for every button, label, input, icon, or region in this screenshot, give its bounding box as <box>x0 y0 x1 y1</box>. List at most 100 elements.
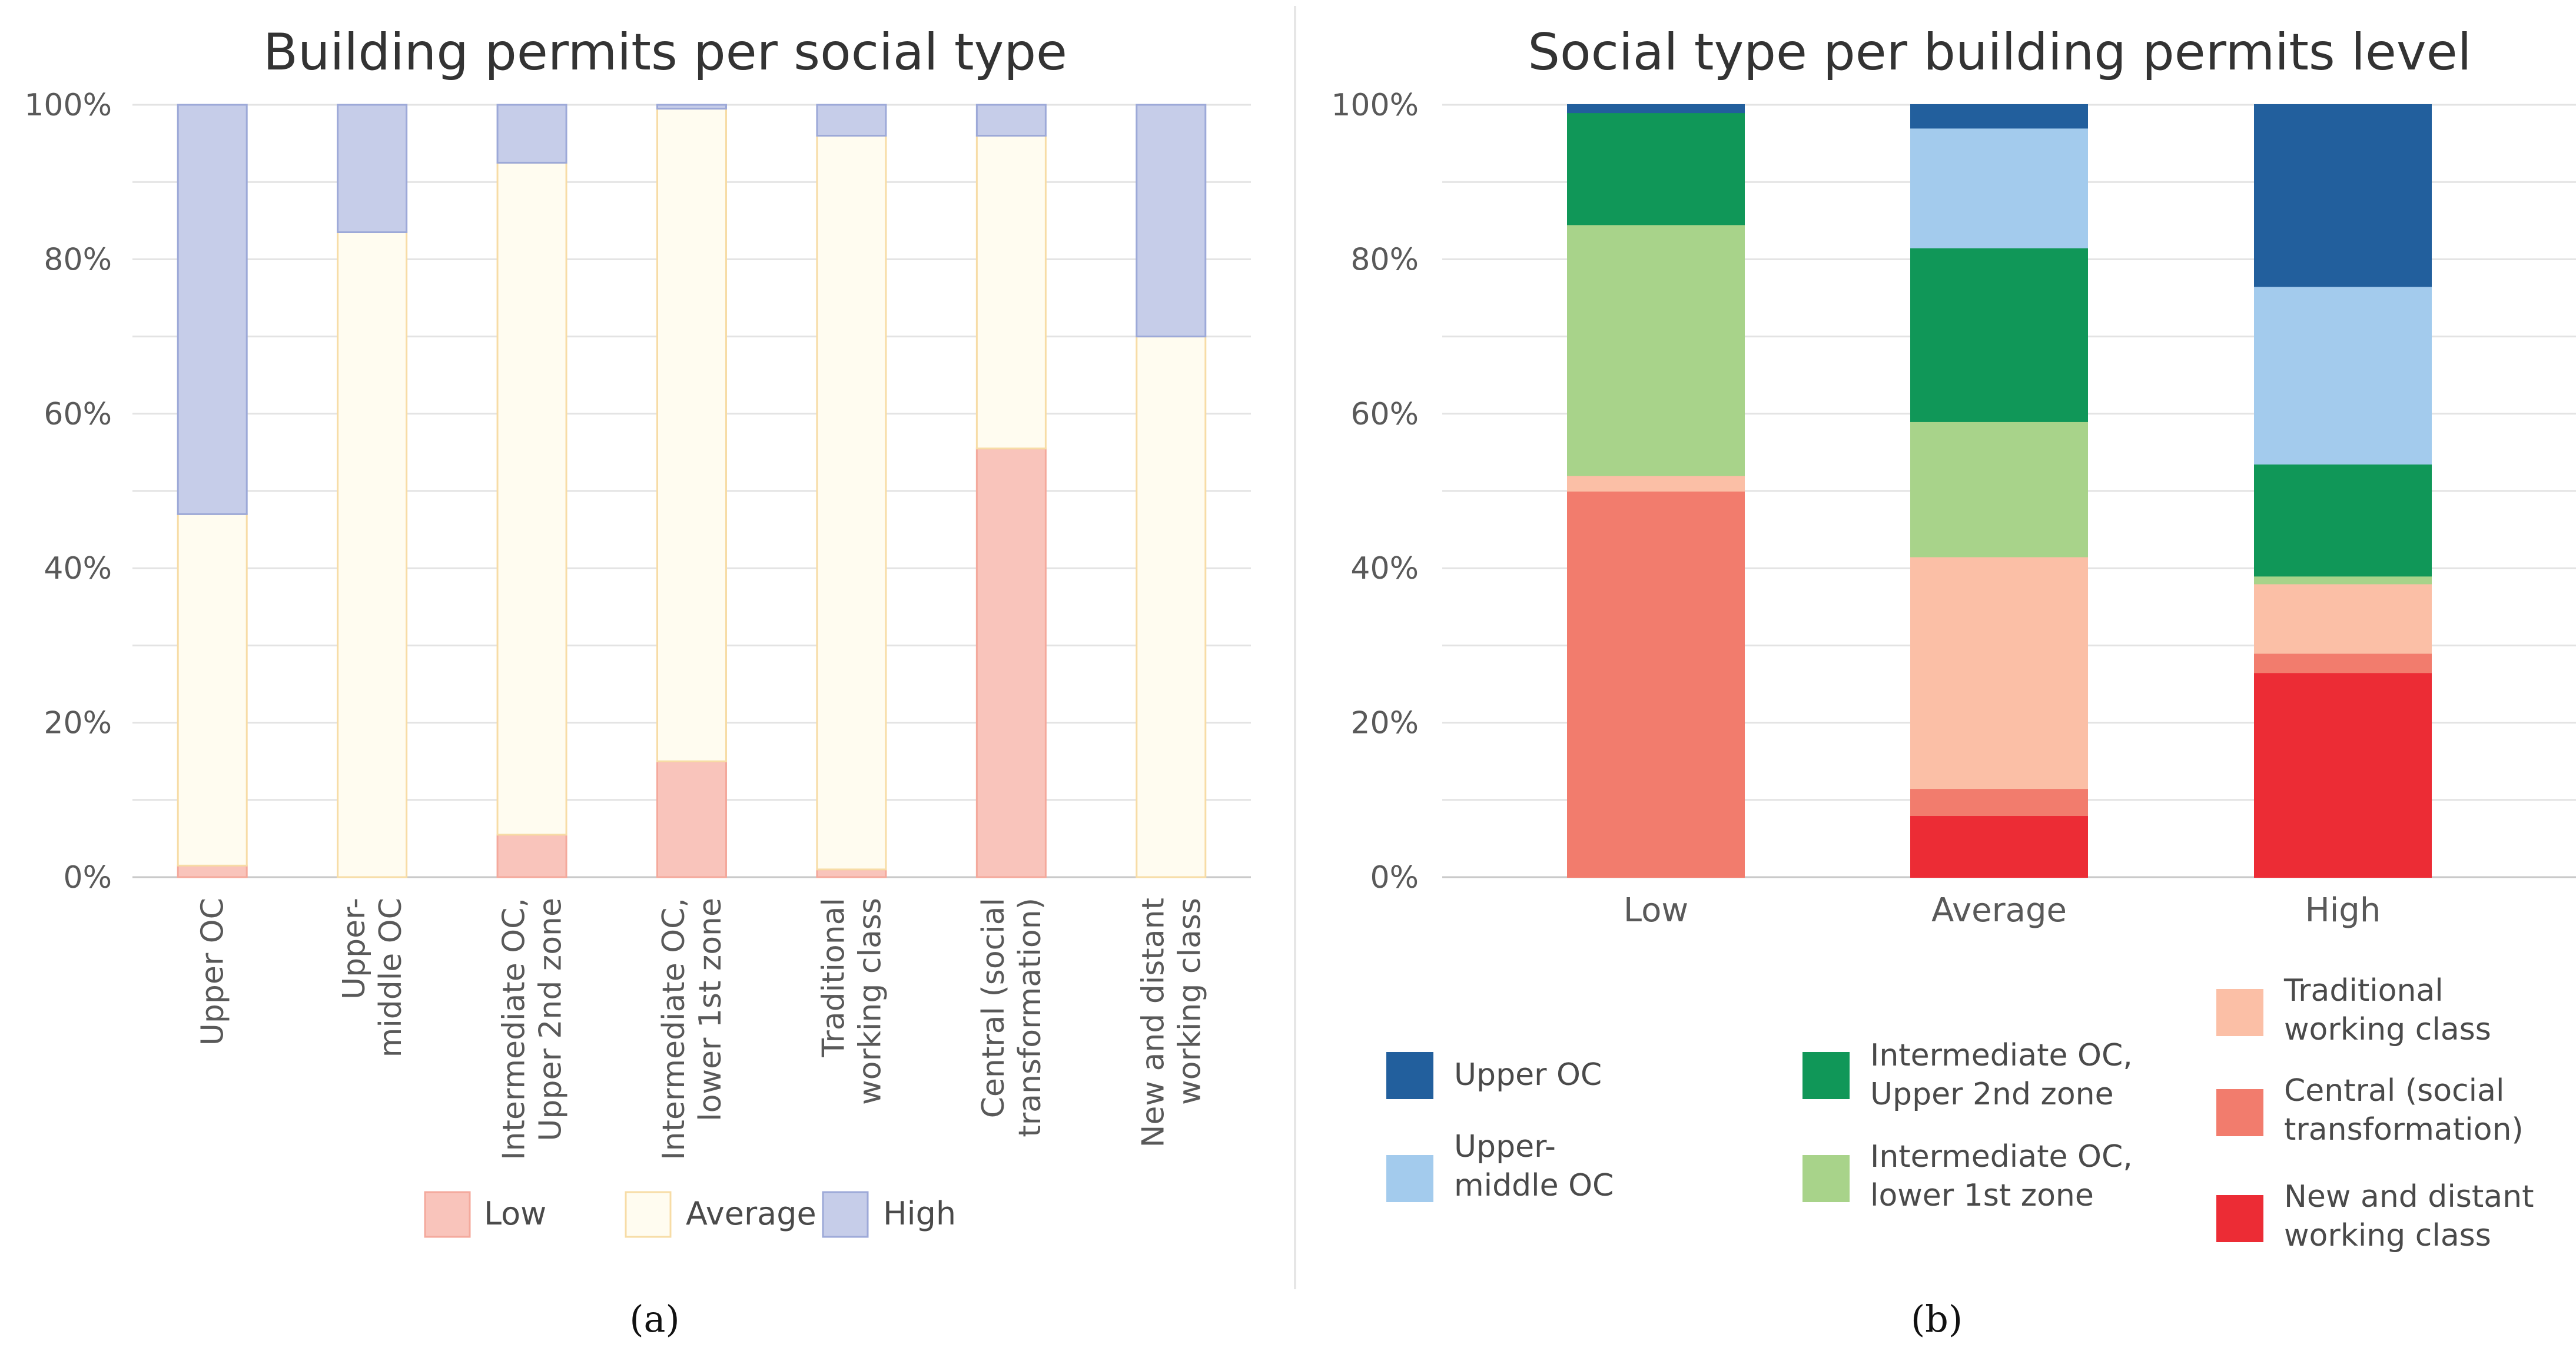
bar-average-6 <box>975 134 1047 450</box>
bar-high-1 <box>177 104 248 515</box>
legend-label-intermediate-oc-lower-1st-zone: Intermediate OC, lower 1st zone <box>1870 1139 2133 1213</box>
bar-average-3 <box>496 161 567 836</box>
bar-new-and-distant-working-class-high <box>2254 672 2432 878</box>
legend-label-traditional-working-class: Traditional working class <box>2283 973 2491 1047</box>
chart-b-category-label: Average <box>1931 891 2067 930</box>
chart-a-category-label-line: middle OC <box>373 898 409 1057</box>
bar-low-3 <box>496 834 567 878</box>
legend-label-line: Upper- <box>1454 1129 1556 1164</box>
chart-a-category-label-line: Upper OC <box>195 898 231 1046</box>
legend-label-intermediate-oc-upper-2nd-zone: Intermediate OC, Upper 2nd zone <box>1870 1038 2133 1112</box>
chart-b-caption: (b) <box>1911 1297 1963 1340</box>
bar-high-4 <box>656 104 727 110</box>
bar-intermediate-oc-lower-1st-zone-low <box>1567 224 1745 476</box>
chart-b-y-tick-label: 20% <box>1350 706 1419 741</box>
chart-a-category-label-line: New and distant <box>1136 898 1171 1147</box>
legend-label-upper-oc: Upper OC <box>1454 1057 1602 1093</box>
bar-high-7 <box>1136 104 1207 338</box>
chart-b-category-label: High <box>2305 891 2381 930</box>
chart-b-y-tick-label: 60% <box>1350 397 1419 432</box>
chart-b-y-tick-label: 40% <box>1350 551 1419 586</box>
bar-average-7 <box>1136 336 1207 878</box>
legend-label-central-social-transformation-: Central (social transformation) <box>2284 1073 2524 1147</box>
legend-swatch-intermediate-oc-lower-1st-zone <box>1802 1155 1850 1202</box>
chart-a-category-label: Intermediate OC,Upper 2nd zone <box>497 898 569 1160</box>
chart-a-y-tick-label: 0% <box>64 860 112 895</box>
chart-b-category-label: Low <box>1624 891 1688 930</box>
chart-a-y-tick-label: 100% <box>24 88 112 123</box>
chart-a-category-label: New and distantworking class <box>1136 898 1207 1147</box>
bar-low-5 <box>816 868 887 878</box>
bar-average-5 <box>816 134 887 871</box>
chart-a-y-tick-label: 20% <box>44 706 112 741</box>
bar-low-6 <box>975 447 1047 878</box>
chart-b: Social type per building permits level 0%… <box>1331 23 2576 1340</box>
legend-label-line: transformation) <box>2284 1112 2524 1147</box>
chart-a-category-label-line: working class <box>852 898 888 1105</box>
bar-upper-oc-high <box>2254 104 2432 287</box>
bar-intermediate-oc-upper-2nd-zone-average <box>1910 247 2088 422</box>
bar-low-1 <box>177 864 248 878</box>
bar-upper-oc-average <box>1910 104 2088 129</box>
bar-upper-middle-oc-high <box>2254 286 2432 465</box>
bar-traditional-working-class-low <box>1567 474 1745 492</box>
bar-high-5 <box>816 104 887 137</box>
chart-a-category-label-line: Traditional <box>816 898 851 1058</box>
legend-swatch-low <box>424 1191 471 1238</box>
legend-swatch-traditional-working-class <box>2216 989 2263 1036</box>
legend-label-line: Central (social <box>2284 1073 2504 1109</box>
chart-a-category-label-line: Intermediate OC, <box>656 898 692 1160</box>
chart-a-category-label: Central (socialtransformation) <box>976 898 1048 1137</box>
bar-high-3 <box>496 104 567 164</box>
chart-b-y-tick-label: 100% <box>1331 88 1419 123</box>
legend-label-line: New and distant <box>2284 1179 2534 1214</box>
chart-a-category-label: Traditionalworking class <box>816 898 888 1105</box>
chart-a-y-tick-label: 40% <box>44 551 112 586</box>
bar-high-6 <box>975 104 1047 137</box>
chart-a-category-label: Upper OC <box>195 898 231 1046</box>
bar-central-social-transformation--low <box>1567 490 1745 878</box>
bar-intermediate-oc-lower-1st-zone-high <box>2254 575 2432 585</box>
chart-a-category-label: Upper-middle OC <box>337 898 409 1057</box>
legend-label-high: High <box>883 1195 956 1232</box>
bar-average-2 <box>337 231 408 878</box>
legend-label-line: Upper 2nd zone <box>1870 1077 2114 1112</box>
bar-traditional-working-class-average <box>1910 556 2088 789</box>
legend-label-line: middle OC <box>1454 1168 1614 1203</box>
bar-average-1 <box>177 513 248 867</box>
bar-upper-oc-low <box>1567 104 1745 114</box>
legend-label-upper-middle-oc: Upper-middle OC <box>1454 1129 1614 1203</box>
bar-upper-middle-oc-average <box>1910 127 2088 248</box>
legend-label-line: working class <box>2284 1012 2491 1047</box>
legend-swatch-high <box>822 1191 869 1238</box>
chart-a-category-label: Intermediate OC,lower 1st zone <box>656 898 728 1160</box>
bar-intermediate-oc-lower-1st-zone-average <box>1910 420 2088 557</box>
chart-a-category-label-line: Central (social <box>976 898 1011 1118</box>
legend-label-line: Intermediate OC, <box>1870 1139 2133 1174</box>
bar-central-social-transformation--high <box>2254 652 2432 673</box>
legend-swatch-upper-oc <box>1386 1052 1433 1099</box>
legend-swatch-central-social-transformation- <box>2216 1089 2263 1136</box>
chart-a-legend: Low Average High <box>424 1191 956 1238</box>
chart-a-category-label-line: transformation) <box>1013 898 1048 1137</box>
legend-label-line: working class <box>2284 1218 2491 1253</box>
legend-label-line: Intermediate OC, <box>1870 1038 2133 1073</box>
bar-central-social-transformation--average <box>1910 788 2088 817</box>
legend-label-low: Low <box>484 1195 546 1232</box>
chart-a-category-label-line: Intermediate OC, <box>497 898 532 1160</box>
legend-swatch-upper-middle-oc <box>1386 1155 1433 1202</box>
bar-intermediate-oc-upper-2nd-zone-high <box>2254 463 2432 577</box>
chart-b-y-tick-label: 0% <box>1370 860 1419 895</box>
bar-average-4 <box>656 108 727 762</box>
bar-high-2 <box>337 104 408 233</box>
legend-swatch-intermediate-oc-upper-2nd-zone <box>1802 1052 1850 1099</box>
legend-swatch-average <box>625 1191 672 1238</box>
legend-label-line: Upper OC <box>1454 1057 1602 1093</box>
legend-label-average: Average <box>686 1195 816 1232</box>
bar-low-4 <box>656 760 727 878</box>
legend-label-line: Traditional <box>2283 973 2444 1008</box>
chart-b-title: Social type per building permits level <box>1528 23 2471 82</box>
legend-label-line: lower 1st zone <box>1870 1178 2094 1213</box>
chart-a-y-tick-label: 80% <box>44 242 112 277</box>
